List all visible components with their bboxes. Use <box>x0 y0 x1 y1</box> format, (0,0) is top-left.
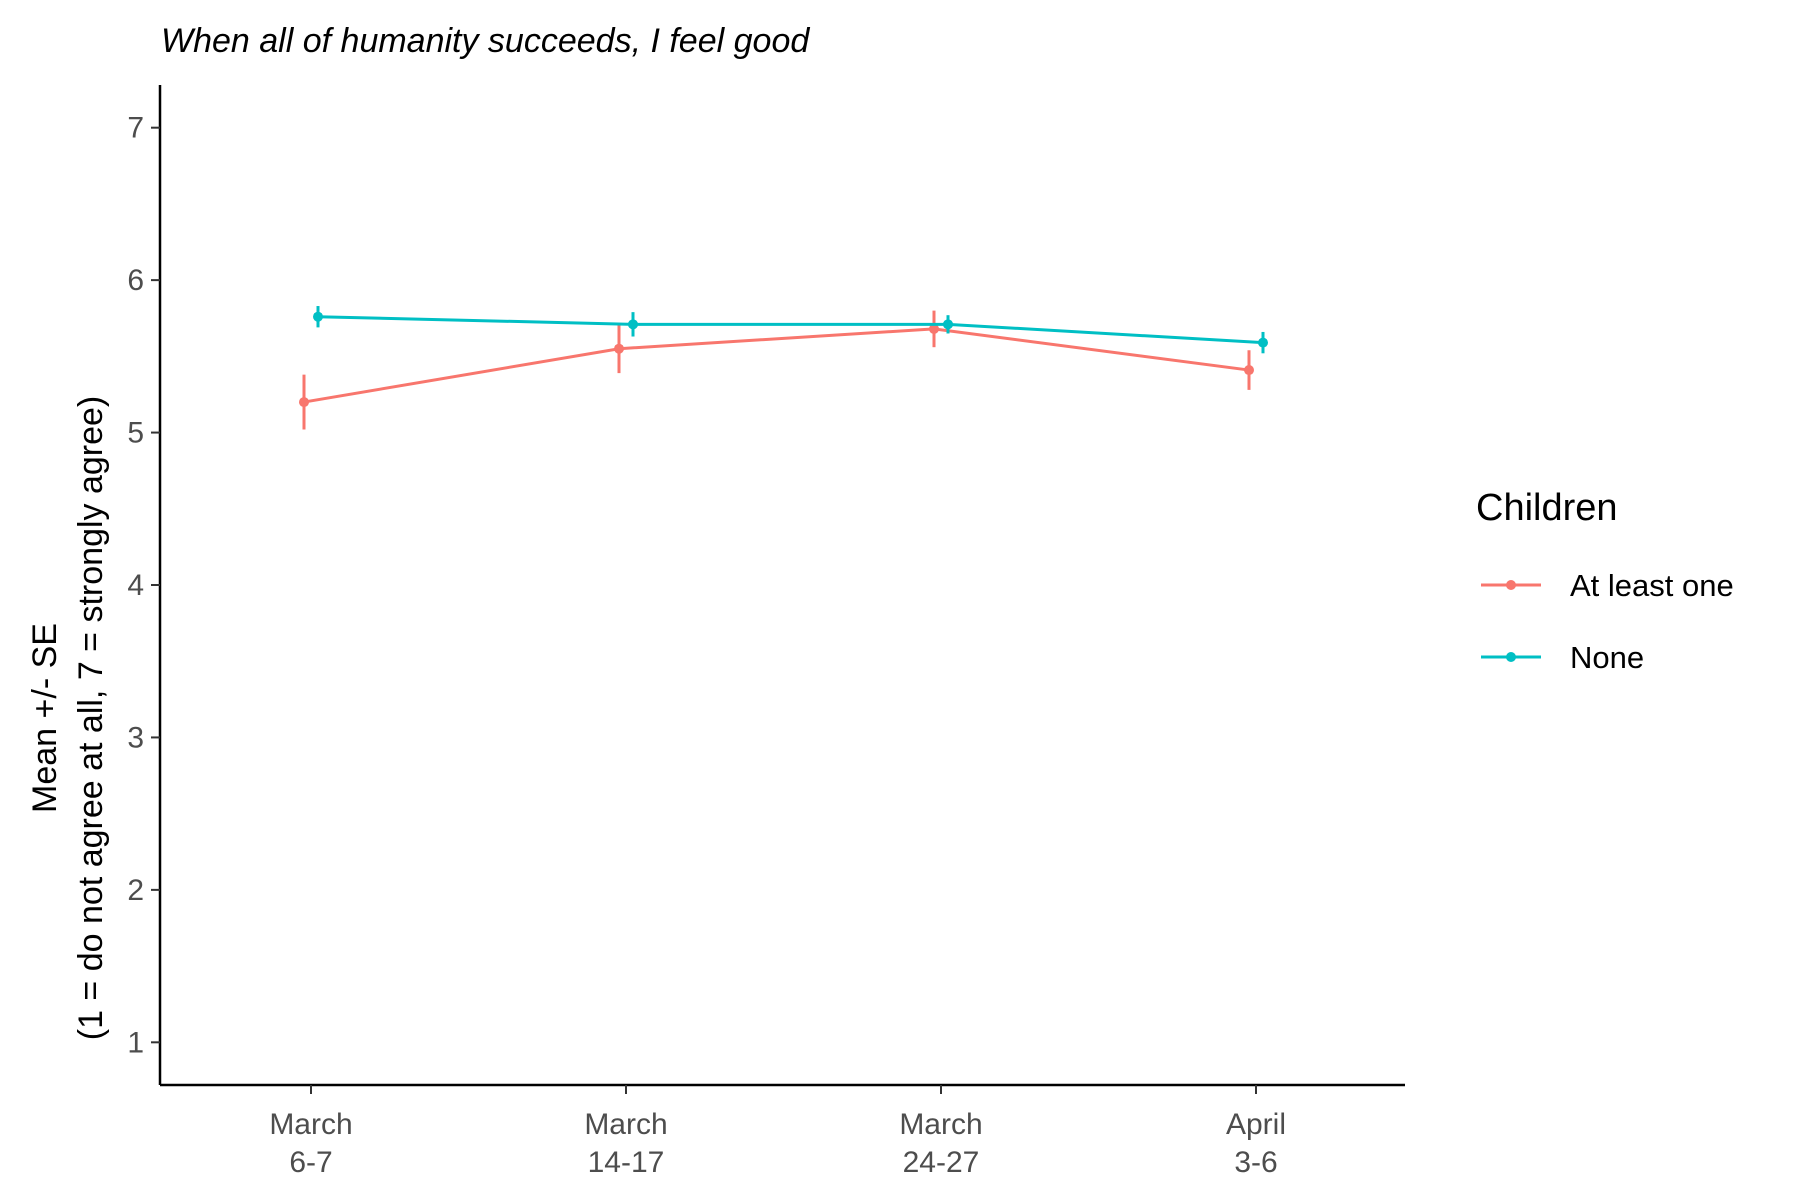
plot-area <box>299 306 1268 430</box>
data-point <box>614 343 624 354</box>
legend-key-point <box>1506 652 1516 662</box>
data-point <box>929 323 939 334</box>
y-tick-label: 7 <box>127 112 144 145</box>
x-tick-label-line-2: 3-6 <box>1234 1146 1277 1179</box>
legend-key-point <box>1506 580 1516 590</box>
x-tick-label-line-2: 14-17 <box>588 1146 665 1179</box>
y-tick-label: 2 <box>127 874 144 907</box>
chart-title: When all of humanity succeeds, I feel go… <box>161 22 810 60</box>
data-point <box>628 319 638 330</box>
data-point <box>1244 365 1254 376</box>
legend-title: Children <box>1476 487 1618 529</box>
data-point <box>1258 337 1268 348</box>
x-tick-label-line-2: 24-27 <box>903 1146 980 1179</box>
legend-label: At least one <box>1570 568 1734 603</box>
y-tick-label: 1 <box>127 1026 144 1059</box>
x-tick-label-line-2: 6-7 <box>289 1146 332 1179</box>
y-tick-label: 4 <box>127 569 144 602</box>
y-axis-title-line-2: (1 = do not agree at all, 7 = strongly a… <box>72 396 110 1041</box>
x-tick-label-line-1: April <box>1226 1108 1286 1141</box>
legend-label: None <box>1570 640 1644 675</box>
series-line <box>317 315 1264 345</box>
x-tick-label-line-1: March <box>269 1108 352 1141</box>
data-point <box>943 319 953 330</box>
y-tick-label: 5 <box>127 417 144 450</box>
y-tick-label: 6 <box>127 264 144 297</box>
series-line <box>303 327 1250 404</box>
y-axis-title: Mean +/- SE (1 = do not agree at all, 7 … <box>26 396 110 1041</box>
legend: Children At least one None <box>1476 487 1734 675</box>
y-tick-label: 3 <box>127 721 144 754</box>
data-point <box>299 397 309 408</box>
y-axis-title-line-1: Mean +/- SE <box>26 623 64 813</box>
x-tick-label-line-1: March <box>584 1108 667 1141</box>
data-point <box>313 311 323 322</box>
x-tick-label-line-1: March <box>899 1108 982 1141</box>
axes: 1 2 3 4 5 6 7 March 6-7 March 14-17 March 24-27 April… <box>127 85 1405 1179</box>
